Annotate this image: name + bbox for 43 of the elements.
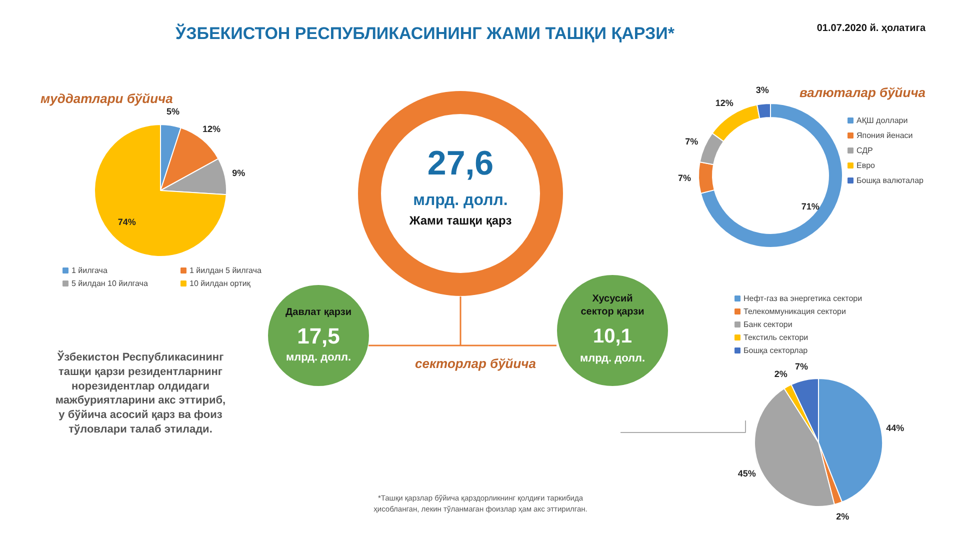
text: 17,5 bbox=[297, 324, 340, 348]
text: Хусусий сектор қарзи bbox=[580, 293, 644, 318]
data-label: 45% bbox=[738, 468, 756, 478]
data-label: 7% bbox=[678, 173, 692, 184]
legend-label: Нефт-газ ва энергетика сектори bbox=[744, 294, 862, 303]
text: млрд. долл. bbox=[286, 352, 352, 364]
text: 10,1 bbox=[593, 326, 632, 348]
data-label: 74% bbox=[118, 217, 136, 228]
legend-label: Банк сектори bbox=[744, 320, 792, 329]
chart-title: муддатлари бўйича bbox=[40, 91, 173, 106]
text: секторлар бўйича bbox=[415, 356, 536, 371]
legend-label: Текстиль сектори bbox=[744, 333, 808, 342]
data-label: 2% bbox=[836, 512, 850, 522]
data-label: 7% bbox=[794, 361, 808, 372]
data-label: 3% bbox=[756, 84, 769, 95]
data-label: 2% bbox=[774, 369, 788, 380]
legend-label: 1 йилгача bbox=[72, 266, 108, 275]
legend-label: Бошқа секторлар bbox=[744, 346, 808, 355]
text: Давлат қарзи bbox=[286, 307, 352, 318]
text: 27,6 bbox=[427, 144, 494, 182]
legend-label: Япония йенаси bbox=[856, 131, 913, 140]
text: Жами ташқи қарз bbox=[408, 214, 512, 228]
data-label: 71% bbox=[801, 201, 820, 212]
text: Ўзбекистон Республикасининг ташқи қарзи резидентларнинг норезидентлар олдидаги мажбуриятларини акс эттириб, у бўйича асосий қарз ва фоиз тўловлари талаб этилади. bbox=[55, 350, 226, 436]
data-label: 12% bbox=[715, 98, 734, 108]
legend-label: Бошқа валюталар bbox=[856, 176, 924, 185]
legend-label: АҚШ доллари bbox=[856, 116, 908, 125]
data-label: 44% bbox=[886, 422, 904, 433]
data-label: 5% bbox=[166, 106, 180, 116]
legend-label: 1 йилдан 5 йилгача bbox=[190, 266, 262, 275]
legend-label: 10 йилдан ортиқ bbox=[190, 279, 251, 288]
chart-title: валюталар бўйича bbox=[799, 85, 926, 100]
legend-label: Телекоммуникация сектори bbox=[744, 307, 846, 316]
text: млрд. долл. bbox=[413, 192, 508, 209]
data-label: 9% bbox=[232, 168, 246, 178]
data-label: 7% bbox=[685, 136, 698, 146]
legend-label: Евро bbox=[856, 161, 876, 170]
legend-label: 5 йилдан 10 йилгача bbox=[72, 279, 148, 288]
data-label: 12% bbox=[202, 124, 221, 134]
legend-label: СДР bbox=[856, 146, 873, 155]
text: ЎЗБЕКИСТОН РЕСПУБЛИКАСИНИНГ ЖАМИ ТАШҚИ ҚАРЗИ* bbox=[174, 23, 675, 43]
text: млрд. долл. bbox=[580, 352, 646, 364]
text: 01.07.2020 й. ҳолатига bbox=[816, 23, 926, 34]
